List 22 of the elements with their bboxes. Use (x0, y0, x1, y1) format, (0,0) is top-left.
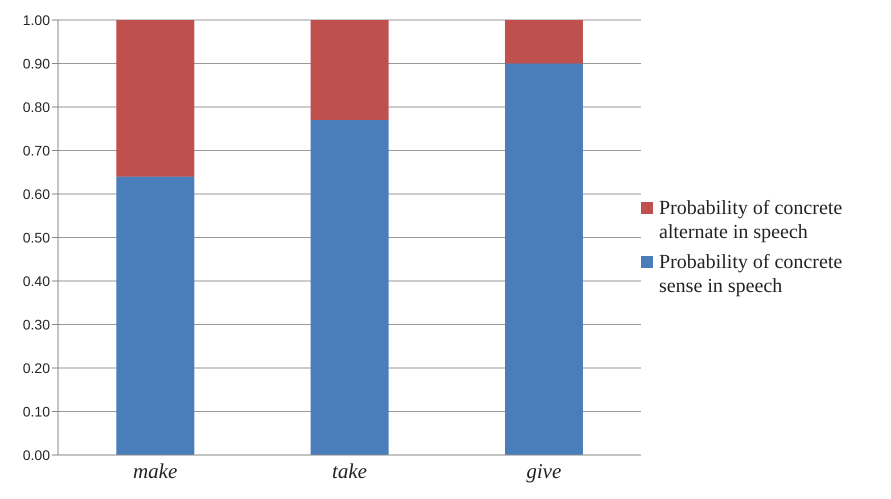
y-tick-label: 0.00 (22, 446, 50, 463)
bar (116, 20, 194, 177)
x-tick-label: make (133, 458, 178, 483)
bar (310, 120, 389, 455)
legend-label: Probability of concrete alternate in speech (659, 196, 844, 244)
y-tick-label: 0.10 (22, 403, 50, 420)
bar (504, 64, 583, 455)
bar (116, 176, 194, 455)
bar (310, 20, 389, 120)
x-tick-label: take (332, 458, 367, 483)
y-tick-label: 0.70 (22, 142, 50, 158)
y-tick-label: 0.60 (22, 186, 50, 202)
y-tick-label: 0.50 (22, 229, 50, 246)
y-tick-label: 0.80 (22, 98, 50, 115)
y-tick-label: 1.00 (22, 12, 50, 28)
bar (504, 20, 583, 64)
legend-label: Probability of concrete sense in speech (659, 250, 844, 298)
y-tick-label: 0.20 (22, 360, 50, 376)
x-tick-label: give (526, 458, 562, 483)
y-tick-label: 0.30 (22, 316, 50, 332)
y-tick-label: 0.40 (22, 272, 50, 289)
y-tick-label: 0.90 (22, 55, 50, 72)
